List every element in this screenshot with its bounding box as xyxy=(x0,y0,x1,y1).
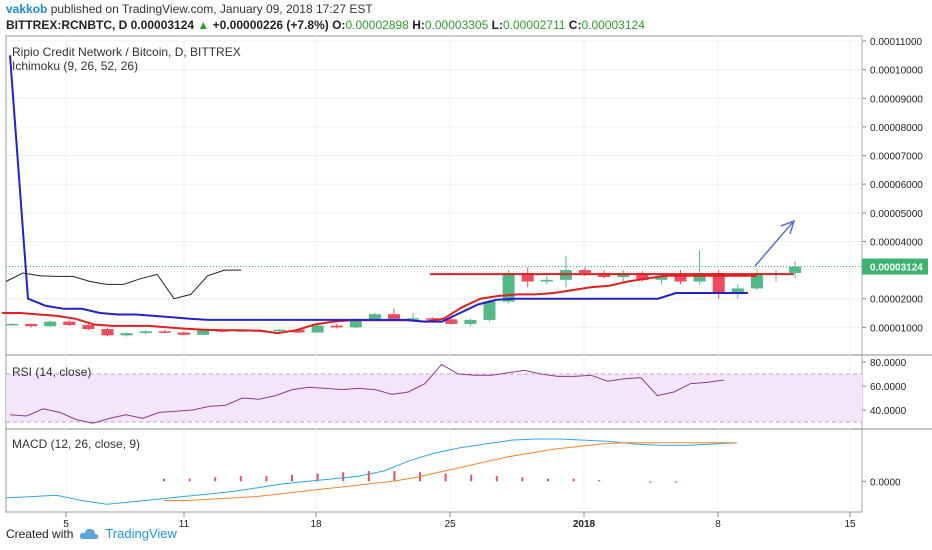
candle-body xyxy=(712,272,725,293)
rsi-tick-label: 80.0000 xyxy=(870,358,907,369)
candle-body xyxy=(311,325,324,333)
low-value: 0.00002711 xyxy=(502,18,566,32)
candle-body xyxy=(82,325,95,330)
last-price-label: 0.00003124 xyxy=(870,263,923,274)
candle-body xyxy=(426,318,439,320)
candle-body xyxy=(158,331,171,333)
macd-line xyxy=(5,438,737,505)
change-value: +0.00000226 (+7.8%) xyxy=(212,18,329,32)
y-tick-label: 0.00011000 xyxy=(870,37,923,48)
quote-line: BITTREX:RCNBTC, D 0.00003124 ▲ +0.000002… xyxy=(6,18,645,32)
trend-arrow-head-icon xyxy=(780,219,796,235)
candle-body xyxy=(330,325,343,328)
candle-body xyxy=(750,272,763,289)
candle-body xyxy=(483,301,496,320)
close-label: C: xyxy=(568,18,582,32)
y-tick-label: 0.00010000 xyxy=(870,66,923,77)
candle-body xyxy=(579,270,591,273)
indicator-label: Ichimoku (9, 26, 52, 26) xyxy=(12,59,138,73)
rsi-band xyxy=(6,374,862,422)
candle-body xyxy=(674,275,687,282)
candle-body xyxy=(540,279,553,282)
macd-tick-label: 0.0000 xyxy=(870,477,901,488)
tradingview-brand[interactable]: TradingView xyxy=(105,526,177,541)
high-value: 0.00003305 xyxy=(424,18,489,32)
rsi-tick-label: 60.0000 xyxy=(870,382,907,393)
x-tick-label: 25 xyxy=(444,519,456,530)
candle-body xyxy=(25,323,38,327)
candle-body xyxy=(445,319,458,324)
x-tick-label: 11 xyxy=(179,519,190,530)
candle-body xyxy=(63,321,76,326)
publish-line: vakkob published on TradingView.com, Jan… xyxy=(6,2,373,16)
candle-body xyxy=(197,330,209,335)
trend-arrow-shaft xyxy=(754,221,794,267)
high-label: H: xyxy=(412,18,425,32)
candle-body xyxy=(349,319,362,328)
candle-body xyxy=(273,329,286,332)
ichimoku-base-line xyxy=(9,55,748,323)
candle-body xyxy=(44,321,57,327)
candle-body xyxy=(502,272,515,302)
rsi-tick-label: 40.0000 xyxy=(870,406,907,417)
created-with-text: Created with xyxy=(6,526,74,541)
candle-body xyxy=(789,266,802,273)
author-link[interactable]: vakkob xyxy=(6,2,48,16)
tradingview-cloud-icon xyxy=(80,528,99,539)
y-tick-label: 0.00005000 xyxy=(870,209,923,220)
x-tick-label: 2018 xyxy=(573,519,596,530)
macd-title: MACD (12, 26, close, 9) xyxy=(12,437,140,451)
ichimoku-lagging-span xyxy=(5,269,242,300)
y-tick-label: 0.00001000 xyxy=(870,323,923,334)
low-label: L: xyxy=(491,18,503,32)
candle-body xyxy=(693,272,706,282)
candle-body xyxy=(521,272,534,282)
y-tick-label: 0.00007000 xyxy=(870,152,923,163)
x-tick-label: 8 xyxy=(715,519,721,530)
footer: Created with TradingView xyxy=(6,526,177,541)
candle-body xyxy=(636,272,649,280)
candle-body xyxy=(6,323,18,326)
candle-body xyxy=(368,314,381,320)
rsi-title: RSI (14, close) xyxy=(12,365,91,379)
candle-body xyxy=(101,329,114,336)
close-value: 0.00003124 xyxy=(581,18,645,32)
last-price-badge xyxy=(862,258,928,275)
x-tick-label: 18 xyxy=(310,519,322,530)
change-arrow-icon: ▲ xyxy=(197,18,210,32)
candle-body xyxy=(388,314,400,319)
candle-body xyxy=(464,319,477,324)
candle-body xyxy=(139,331,152,334)
published-text: published on TradingView.com, January 09… xyxy=(50,2,373,16)
macd-signal-line xyxy=(164,442,737,501)
chart-title: Ripio Credit Network / Bitcoin, D, BITTR… xyxy=(12,45,241,59)
candle-body xyxy=(655,275,668,280)
x-tick-label: 15 xyxy=(844,519,856,530)
open-label: O: xyxy=(332,18,346,32)
candle-body xyxy=(177,332,190,335)
candle-body xyxy=(407,318,420,320)
y-tick-label: 0.00004000 xyxy=(870,237,923,248)
candle-body xyxy=(120,333,133,336)
last-price: 0.00003124 xyxy=(130,18,195,32)
open-value: 0.00002898 xyxy=(345,18,409,32)
rsi-line xyxy=(9,363,724,424)
y-tick-label: 0.00008000 xyxy=(870,123,923,134)
y-tick-label: 0.00009000 xyxy=(870,94,923,105)
candle-body xyxy=(292,329,305,333)
symbol-label: BITTREX:RCNBTC, D xyxy=(6,18,128,32)
y-tick-label: 0.00006000 xyxy=(870,180,923,191)
x-tick-label: 5 xyxy=(63,519,69,530)
candle-body xyxy=(731,288,744,293)
y-tick-label: 0.00002000 xyxy=(870,295,923,306)
